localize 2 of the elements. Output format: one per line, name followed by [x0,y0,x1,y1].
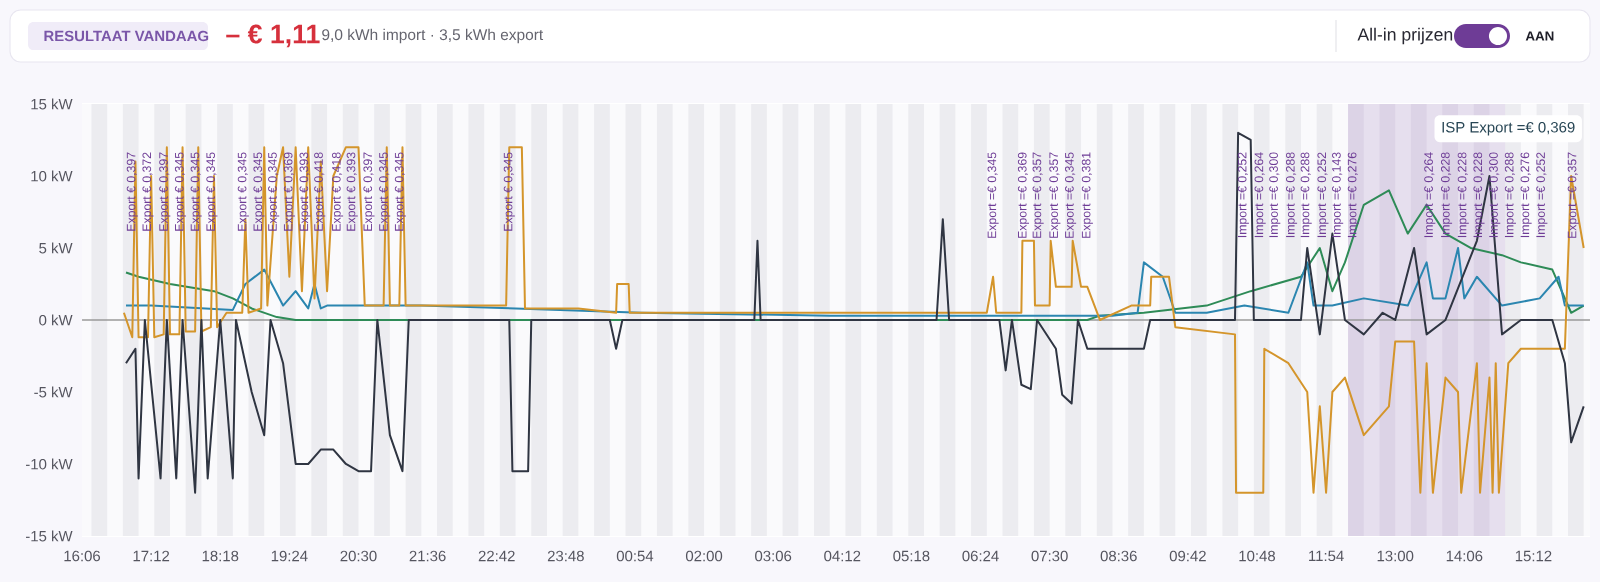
text: All-in prijzen [1357,27,1453,45]
text: – € 1,11 [226,24,320,48]
